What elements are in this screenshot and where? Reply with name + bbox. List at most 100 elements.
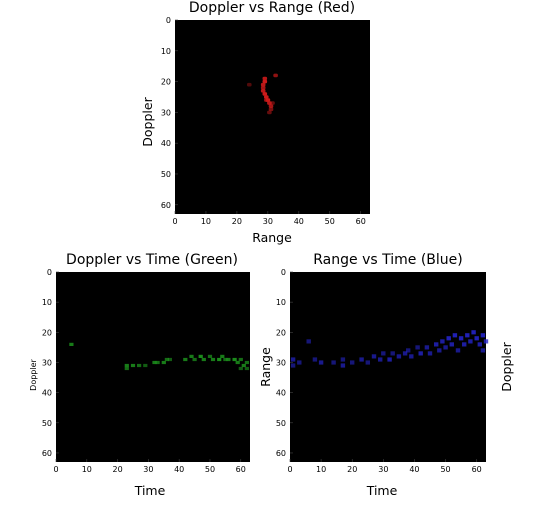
y-tick-label-green-1: 10 (42, 298, 52, 307)
y-tick-label-blue-0: 0 (281, 268, 286, 277)
heatmap-cell-green-2 (124, 366, 129, 371)
heatmap-cell-blue-2 (297, 360, 302, 365)
heatmap-cell-blue-26 (437, 348, 442, 353)
heatmap-cell-blue-9 (350, 360, 355, 365)
x-tick-label-green-4: 40 (174, 465, 184, 474)
heatmap-cell-green-19 (220, 354, 225, 358)
x-ticks-red: 0 10 20 30 40 50 60 (172, 211, 366, 226)
heatmap-cell-blue-5 (318, 360, 324, 365)
heatmap-cell-blue-32 (455, 348, 461, 353)
y-axis-label-green: Doppler (29, 358, 38, 390)
heatmap-cell-blue-15 (387, 357, 392, 362)
y-tick-label-blue-2: 20 (276, 328, 286, 337)
heatmap-cell-blue-27 (440, 339, 445, 344)
x-tick-label-red-3: 30 (263, 217, 273, 226)
x-tick-label-blue-4: 40 (409, 465, 419, 474)
heatmap-cell-green-9 (164, 357, 169, 362)
y-tick-label-blue-1: 10 (276, 298, 286, 307)
y-tick-label-red-1: 10 (161, 47, 171, 56)
heatmap-cell-blue-19 (406, 348, 411, 353)
heatmap-cell-blue-6 (331, 360, 336, 365)
heatmap-cell-blue-25 (434, 342, 439, 347)
plot-area-blue (290, 272, 486, 462)
panel-range-vs-time: Range vs Time (Blue) 0 10 20 30 40 50 60 0 10 20… (258, 252, 514, 498)
heatmap-cell-red-11 (267, 110, 272, 115)
y-ticks-green: 0 10 20 30 40 50 60 (42, 268, 59, 458)
x-tick-label-red-0: 0 (172, 217, 177, 226)
heatmap-cell-blue-16 (390, 351, 395, 356)
heatmap-cell-blue-42 (483, 339, 489, 344)
heatmap-cell-blue-39 (477, 342, 482, 347)
x-ticks-blue: 0 10 20 30 40 50 60 (287, 459, 482, 474)
heatmap-cell-green-21 (226, 357, 231, 362)
heatmap-cell-green-28 (238, 366, 243, 371)
heatmap-cell-blue-33 (458, 336, 464, 341)
y-tick-label-red-5: 50 (161, 170, 171, 179)
heatmap-cell-blue-1 (290, 363, 296, 368)
heatmap-cell-green-4 (137, 363, 142, 368)
x-tick-label-red-6: 60 (356, 217, 366, 226)
x-tick-label-red-1: 10 (201, 217, 211, 226)
heatmap-cell-red-13 (270, 101, 275, 105)
heatmap-cell-green-27 (244, 366, 249, 371)
heatmap-cell-blue-37 (471, 330, 476, 335)
x-tick-label-blue-3: 30 (378, 465, 388, 474)
heatmap-cell-green-14 (198, 354, 203, 358)
heatmap-cell-green-11 (183, 357, 188, 362)
heatmap-cell-green-24 (238, 357, 243, 362)
heatmap-cell-red-1 (262, 79, 268, 84)
heatmap-cell-blue-20 (409, 354, 414, 359)
heatmap-cell-red-5 (262, 92, 268, 96)
heatmap-cell-red-4 (260, 89, 266, 93)
chart-title-green: Doppler vs Time (Green) (66, 252, 238, 268)
heatmap-cell-green-5 (143, 363, 148, 368)
x-tick-label-blue-1: 10 (316, 465, 326, 474)
heatmap-cell-blue-7 (340, 357, 346, 362)
y-tick-label-red-0: 0 (166, 16, 171, 25)
heatmap-cell-green-16 (207, 354, 213, 358)
x-tick-label-green-2: 20 (112, 465, 122, 474)
x-tick-label-green-3: 30 (143, 465, 153, 474)
chart-title-blue: Range vs Time (Blue) (313, 252, 462, 268)
y-tick-label-blue-4: 40 (276, 389, 286, 398)
y-tick-label-red-4: 40 (161, 139, 171, 148)
y-axis-label-red: Doppler (140, 96, 155, 146)
y-tick-label-green-5: 50 (42, 419, 52, 428)
heatmap-cell-blue-31 (452, 333, 458, 338)
heatmap-cell-blue-36 (468, 339, 473, 344)
heatmap-cell-green-13 (192, 357, 197, 362)
x-tick-label-green-0: 0 (53, 465, 58, 474)
heatmap-cell-red-14 (273, 73, 278, 78)
x-tick-label-blue-6: 60 (472, 465, 482, 474)
y-tick-label-green-2: 20 (42, 328, 52, 337)
heatmap-cell-blue-12 (371, 354, 377, 359)
heatmap-cell-green-3 (130, 363, 136, 368)
heatmap-cell-blue-38 (474, 336, 479, 341)
x-axis-label-green: Time (134, 483, 166, 498)
x-tick-label-green-6: 60 (236, 465, 246, 474)
y-axis-label-blue: Range (258, 347, 273, 387)
heatmap-cell-green-26 (244, 360, 249, 365)
heatmap-cells-red (247, 73, 278, 115)
y-tick-label-green-3: 30 (42, 358, 52, 367)
heatmap-cell-blue-35 (465, 333, 470, 338)
heatmap-cell-blue-11 (365, 360, 370, 365)
heatmap-cell-red-12 (264, 98, 269, 102)
heatmap-cell-red-3 (260, 85, 266, 90)
plot-area-green (56, 272, 250, 462)
heatmap-cell-blue-21 (415, 345, 420, 350)
heatmap-cells-green (69, 342, 249, 371)
heatmap-cell-blue-14 (381, 351, 386, 356)
heatmap-cell-blue-23 (424, 345, 430, 350)
heatmap-cell-green-8 (161, 360, 166, 365)
y-tick-label-red-6: 60 (161, 201, 171, 210)
heatmap-cell-green-6 (152, 360, 157, 365)
chart-title-red: Doppler vs Range (Red) (189, 0, 355, 16)
heatmap-cell-blue-3 (306, 339, 311, 344)
x-axis-label-red: Range (252, 230, 292, 245)
heatmap-cell-blue-8 (340, 363, 346, 368)
x-tick-label-blue-2: 20 (347, 465, 357, 474)
heatmap-cell-red-6 (264, 95, 269, 99)
heatmap-cell-blue-34 (462, 342, 467, 347)
heatmap-cells-blue (290, 330, 489, 368)
